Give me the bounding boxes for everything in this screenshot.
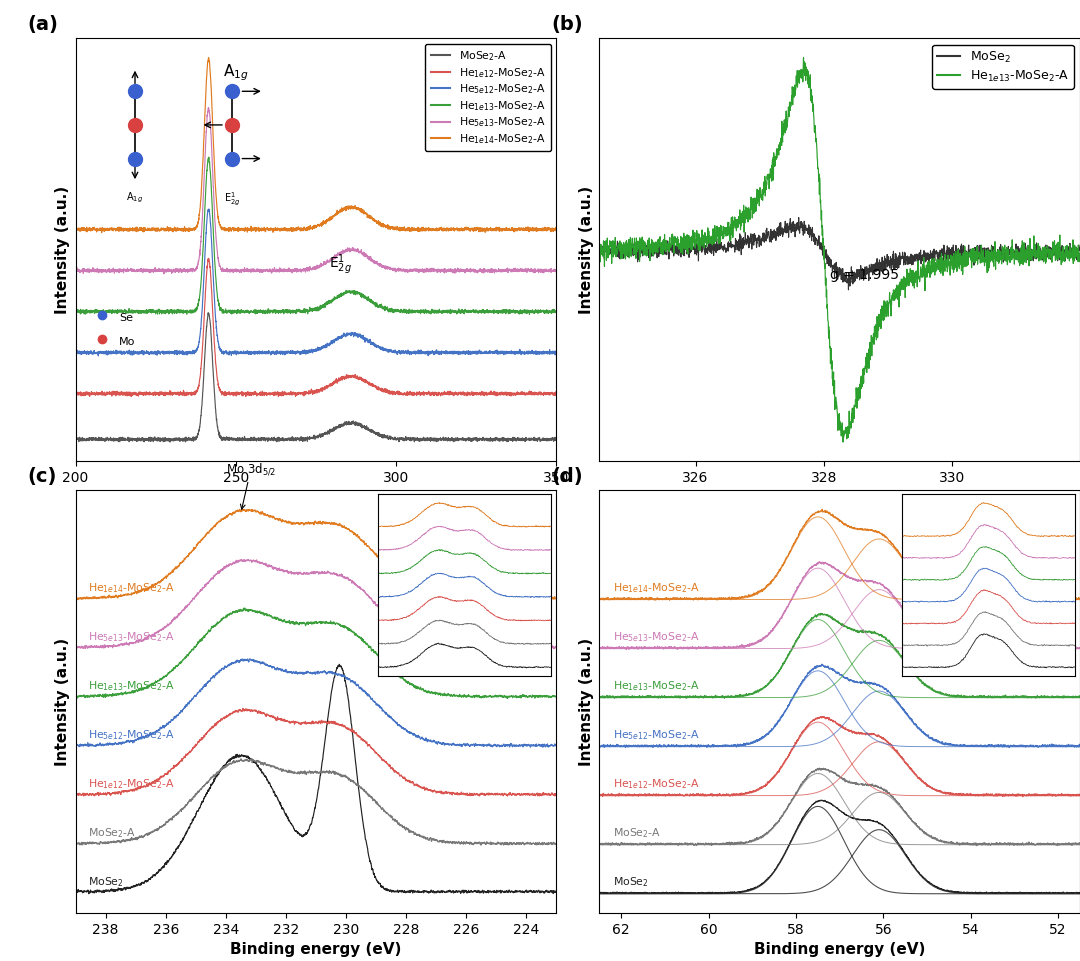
Text: (d): (d) [552, 467, 583, 485]
X-axis label: Roman Shift (cm⁻¹): Roman Shift (cm⁻¹) [234, 490, 397, 505]
X-axis label: Binding energy (eV): Binding energy (eV) [230, 942, 402, 957]
X-axis label: Magnetic field (mT): Magnetic field (mT) [756, 490, 923, 505]
Y-axis label: Intensity (a.u.): Intensity (a.u.) [55, 185, 70, 314]
Text: Mo 3d$_{5/2}$: Mo 3d$_{5/2}$ [226, 461, 276, 509]
Text: He$_{1e13}$-MoSe$_2$-A: He$_{1e13}$-MoSe$_2$-A [612, 679, 699, 693]
Text: Se: Se [119, 313, 133, 323]
Y-axis label: Intensity (a.u.): Intensity (a.u.) [55, 637, 70, 766]
X-axis label: Binding energy (eV): Binding energy (eV) [754, 942, 926, 957]
Text: Mo: Mo [119, 336, 135, 347]
Legend: MoSe$_2$, He$_{1e13}$-MoSe$_2$-A: MoSe$_2$, He$_{1e13}$-MoSe$_2$-A [932, 45, 1074, 88]
Text: MoSe$_2$: MoSe$_2$ [87, 875, 123, 889]
Text: He$_{5e13}$-MoSe$_2$-A: He$_{5e13}$-MoSe$_2$-A [87, 630, 174, 644]
Y-axis label: Intensity (a.u.): Intensity (a.u.) [579, 637, 594, 766]
Text: A$_{1g}$: A$_{1g}$ [126, 190, 144, 205]
Text: g = 1.995: g = 1.995 [831, 268, 899, 283]
Text: He$_{5e13}$-MoSe$_2$-A: He$_{5e13}$-MoSe$_2$-A [612, 630, 699, 644]
Text: He$_{1e14}$-MoSe$_2$-A: He$_{1e14}$-MoSe$_2$-A [612, 581, 699, 595]
Text: He$_{1e12}$-MoSe$_2$-A: He$_{1e12}$-MoSe$_2$-A [87, 777, 174, 791]
Text: (c): (c) [28, 467, 57, 485]
Text: MoSe$_2$-A: MoSe$_2$-A [87, 826, 136, 840]
Text: He$_{1e12}$-MoSe$_2$-A: He$_{1e12}$-MoSe$_2$-A [612, 777, 699, 791]
Text: He$_{5e12}$-MoSe$_2$-A: He$_{5e12}$-MoSe$_2$-A [87, 728, 174, 742]
Text: MoSe$_2$: MoSe$_2$ [612, 875, 648, 889]
Text: He$_{1e14}$-MoSe$_2$-A: He$_{1e14}$-MoSe$_2$-A [87, 581, 174, 595]
Text: E$^1_{2g}$: E$^1_{2g}$ [328, 252, 352, 277]
Text: MoSe$_2$-A: MoSe$_2$-A [612, 826, 661, 840]
Bar [849, 490, 918, 913]
Text: A$_{1g}$: A$_{1g}$ [222, 62, 248, 83]
Text: (b): (b) [552, 15, 583, 34]
Text: E$^1_{2g}$: E$^1_{2g}$ [224, 190, 241, 208]
Y-axis label: Intensity (a.u.): Intensity (a.u.) [579, 185, 594, 314]
Text: (a): (a) [28, 15, 58, 34]
Text: He$_{5e12}$-MoSe$_2$-A: He$_{5e12}$-MoSe$_2$-A [612, 728, 699, 742]
Legend: MoSe$_2$-A, He$_{1e12}$-MoSe$_2$-A, He$_{5e12}$-MoSe$_2$-A, He$_{1e13}$-MoSe$_2$: MoSe$_2$-A, He$_{1e12}$-MoSe$_2$-A, He$_… [426, 44, 551, 151]
Text: He$_{1e13}$-MoSe$_2$-A: He$_{1e13}$-MoSe$_2$-A [87, 679, 174, 693]
Bar [301, 490, 382, 913]
